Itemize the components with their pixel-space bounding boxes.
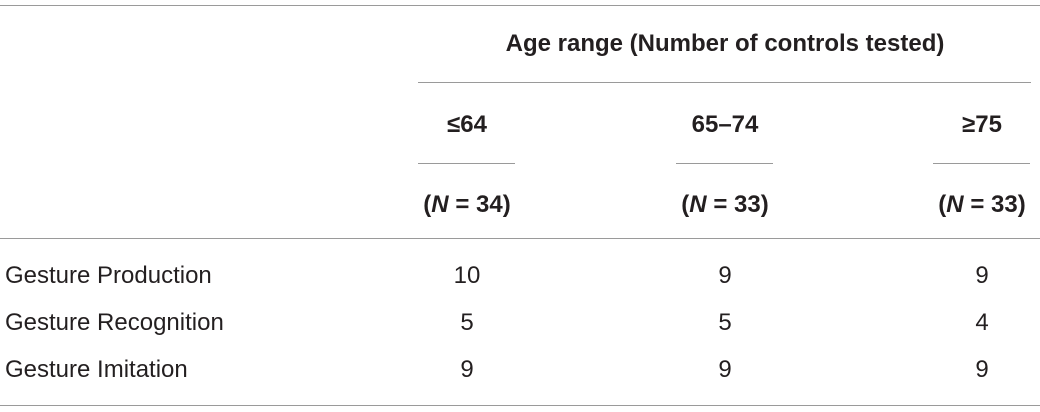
row-label: Gesture Recognition	[5, 309, 224, 336]
column-header: 65–74	[691, 111, 759, 138]
group-rule	[418, 82, 1031, 83]
n-rest: = 33)	[706, 191, 769, 218]
column-n: (N = 34)	[423, 190, 510, 220]
n-open: (	[423, 191, 432, 218]
column-rule	[933, 163, 1030, 164]
cell-value: 9	[718, 262, 732, 289]
n-open: (	[681, 191, 690, 218]
group-header: Age range (Number of controls tested)	[505, 30, 945, 57]
cell-value: 4	[975, 309, 989, 336]
bottom-rule	[0, 405, 1040, 406]
row-label: Gesture Imitation	[5, 356, 188, 383]
column-rule	[418, 163, 515, 164]
n-open: (	[938, 191, 947, 218]
cell-value: 9	[975, 262, 989, 289]
row-label: Gesture Production	[5, 262, 212, 289]
n-rest: = 33)	[963, 191, 1026, 218]
column-n: (N = 33)	[938, 190, 1025, 220]
top-rule	[0, 5, 1040, 6]
n-symbol: N	[431, 191, 449, 218]
cell-value: 9	[460, 356, 474, 383]
n-symbol: N	[689, 191, 707, 218]
column-header: ≥75	[962, 111, 1002, 138]
cell-value: 9	[975, 356, 989, 383]
cell-value: 5	[718, 309, 732, 336]
column-n: (N = 33)	[681, 190, 768, 220]
header-rule	[0, 238, 1040, 239]
n-rest: = 34)	[448, 191, 511, 218]
column-header: ≤64	[447, 111, 487, 138]
cell-value: 5	[460, 309, 474, 336]
cell-value: 9	[718, 356, 732, 383]
column-rule	[676, 163, 773, 164]
n-symbol: N	[946, 191, 964, 218]
cell-value: 10	[453, 262, 481, 289]
